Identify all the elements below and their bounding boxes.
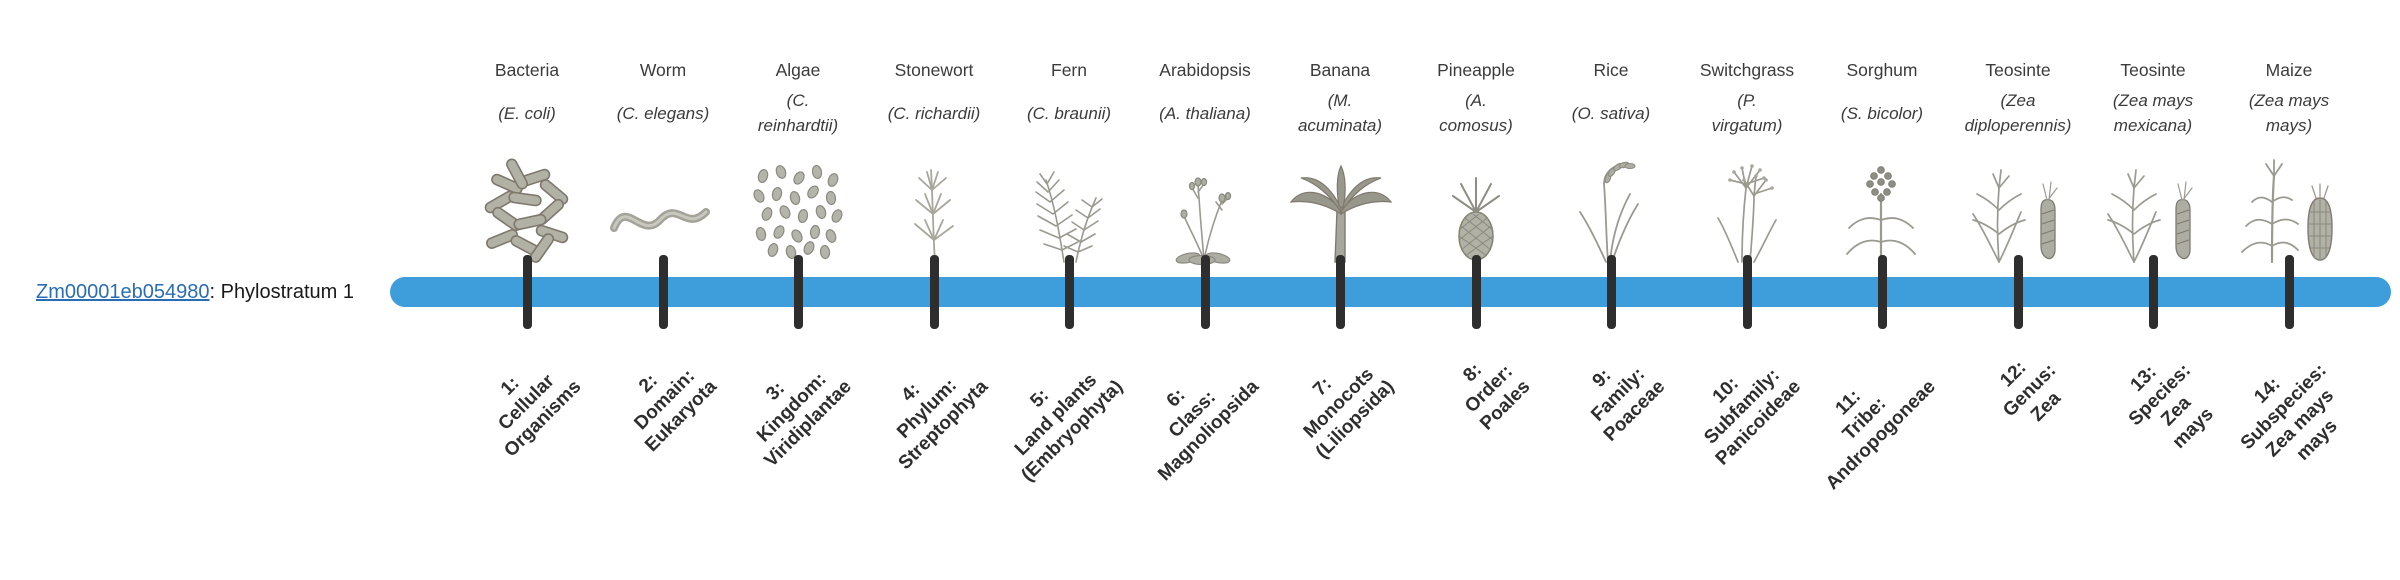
stage-label: 10: Subfamily: Panicoideae xyxy=(1700,364,1806,470)
maize-illustration xyxy=(2224,154,2354,266)
teosinte-illustration xyxy=(1953,154,2083,266)
timeline-tick xyxy=(1200,255,1210,329)
organism-scientific-name: (O. sativa) xyxy=(1571,103,1651,123)
organism-scientific-name: (Zea mays mays) xyxy=(2248,91,2330,135)
worm-illustration xyxy=(598,154,728,266)
pineapple-illustration xyxy=(1411,154,1541,266)
organism-scientific-name: (A. thaliana) xyxy=(1159,103,1251,123)
algae-illustration xyxy=(733,154,863,266)
organism-name: Teosinte xyxy=(2120,60,2186,80)
bacteria-illustration xyxy=(462,154,592,266)
organism-name: Algae xyxy=(775,60,821,80)
fern-illustration xyxy=(1004,154,1134,266)
stage-label: 9: Family: Poaceae xyxy=(1587,363,1670,446)
stage-label: 11: Tribe: Andropogoneae xyxy=(1822,376,1941,495)
organism-scientific-name: (Zea diploperennis) xyxy=(1964,91,2072,135)
organism-scientific-name: (M. acuminata) xyxy=(1297,91,1383,135)
stonewort-illustration xyxy=(869,154,999,266)
timeline-tick xyxy=(658,255,668,329)
organism-name: Banana xyxy=(1309,60,1371,80)
organism-scientific-name: (C. elegans) xyxy=(616,103,710,123)
organism-name: Maize xyxy=(2265,60,2313,80)
timeline-tick xyxy=(2148,255,2158,329)
organism-scientific-name: (S. bicolor) xyxy=(1840,103,1924,123)
banana-illustration xyxy=(1275,154,1405,266)
organism-name: Fern xyxy=(1051,60,1087,80)
organism-scientific-name: (C. braunii) xyxy=(1026,103,1112,123)
timeline-tick xyxy=(522,255,532,329)
timeline-tick xyxy=(1606,255,1616,329)
organism-name: Stonewort xyxy=(894,60,974,80)
timeline-tick xyxy=(2013,255,2023,329)
organism-scientific-name: (A. comosus) xyxy=(1439,91,1513,135)
stage-label: 2: Domain: Eukaryota xyxy=(630,365,722,457)
phylostratum-bar xyxy=(390,277,2391,307)
stage-label: 1: Cellular Organisms xyxy=(494,370,586,462)
organism-scientific-name: (C. richardii) xyxy=(887,103,981,123)
rice-illustration xyxy=(1546,154,1676,266)
timeline-tick xyxy=(1064,255,1074,329)
arabidopsis-illustration xyxy=(1140,154,1270,266)
organism-name: Rice xyxy=(1593,60,1629,80)
organism-name: Switchgrass xyxy=(1699,60,1795,80)
timeline-tick xyxy=(793,255,803,329)
stage-label: 14: Subspecies: Zea mays mays xyxy=(2236,360,2342,465)
organism-scientific-name: (E. coli) xyxy=(498,103,556,123)
organism-name: Arabidopsis xyxy=(1159,60,1251,80)
organism-name: Sorghum xyxy=(1846,60,1918,80)
stage-label: 4: Phylum: Streptophyta xyxy=(893,375,993,475)
timeline-tick xyxy=(1335,255,1345,329)
organism-scientific-name: (P. virgatum) xyxy=(1711,91,1783,135)
timeline-tick xyxy=(2284,255,2294,329)
gene-label: Zm00001eb054980: Phylostratum 1 xyxy=(36,281,354,304)
stage-label: 13: Species: Zea mays xyxy=(2124,360,2218,453)
timeline-tick xyxy=(1877,255,1887,329)
stage-label: 5: Land plants (Embryophyta) xyxy=(1010,369,1128,487)
phylostratum-text: : Phylostratum 1 xyxy=(209,281,354,303)
organism-scientific-name: (Zea mays mexicana) xyxy=(2112,91,2194,135)
switchgrass-illustration xyxy=(1682,154,1812,266)
timeline-tick xyxy=(1471,255,1481,329)
stage-label: 6: Class: Magnoliopsida xyxy=(1154,376,1264,486)
sorghum-illustration xyxy=(1817,154,1947,266)
timeline-tick xyxy=(929,255,939,329)
stage-label: 3: Kingdom: Viridiplantae xyxy=(753,368,857,472)
organism-name: Pineapple xyxy=(1437,60,1515,80)
organism-scientific-name: (C. reinhardtii) xyxy=(757,91,839,135)
timeline-tick xyxy=(1742,255,1752,329)
stage-label: 12: Genus: Zea xyxy=(1995,357,2065,427)
organism-name: Worm xyxy=(639,60,687,80)
gene-id-link[interactable]: Zm00001eb054980 xyxy=(36,281,210,303)
teosinte-illustration xyxy=(2088,154,2218,266)
organism-name: Teosinte xyxy=(1985,60,2051,80)
stage-label: 7: Monocots (Liliopsida) xyxy=(1299,364,1399,463)
organism-name: Bacteria xyxy=(494,60,560,80)
stage-label: 8: Order: Poales xyxy=(1459,359,1535,435)
